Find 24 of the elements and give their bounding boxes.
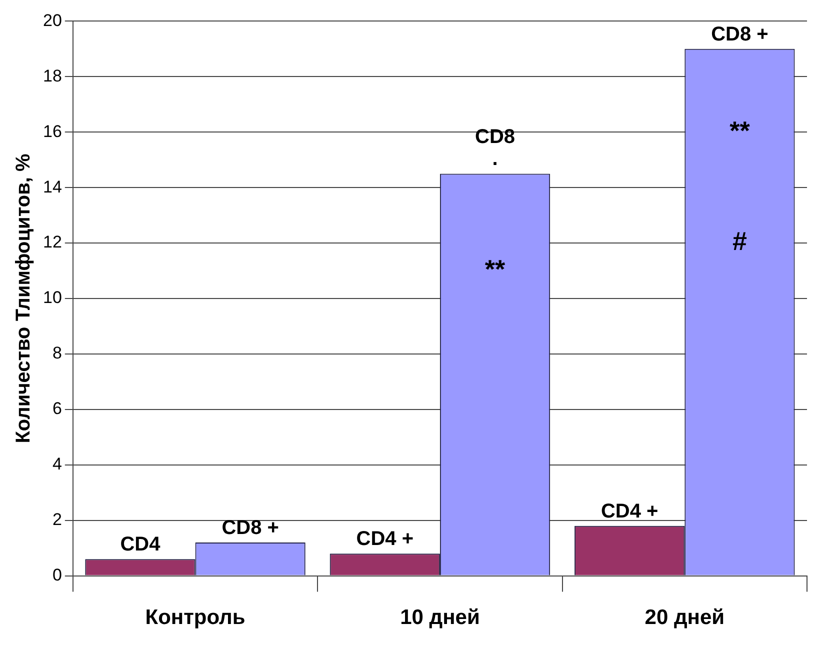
- y-tick-label: 16: [42, 122, 62, 141]
- data-label: CD8 +: [222, 517, 279, 540]
- annotation: **: [484, 254, 506, 284]
- x-tick-label: 20 дней: [644, 606, 725, 630]
- y-tick-label: 0: [52, 565, 62, 584]
- x-tick-label: Контроль: [145, 606, 246, 630]
- y-tick-label: 6: [52, 399, 62, 418]
- data-label: CD4 +: [600, 500, 658, 522]
- y-tick-label: 12: [42, 232, 62, 252]
- x-tick-label: 10 дней: [400, 606, 480, 630]
- y-tick-label: 14: [42, 177, 62, 196]
- data-label: CD8 +: [711, 23, 768, 46]
- data-label: CD4: [120, 534, 162, 556]
- annotation: #: [732, 226, 748, 256]
- y-tick-label: 18: [42, 66, 62, 86]
- y-axis-title: Количество Тлимфоцитов, %: [12, 153, 35, 444]
- y-tick-label: 20: [42, 10, 62, 30]
- y-tick-label: 4: [52, 454, 62, 474]
- y-tick-label: 2: [52, 510, 62, 530]
- y-tick-label: 8: [52, 344, 62, 363]
- data-label: CD4 +: [356, 528, 414, 550]
- annotation: **: [730, 115, 751, 146]
- data-label: CD8 .: [475, 126, 516, 170]
- y-tick-label: 10: [42, 288, 62, 308]
